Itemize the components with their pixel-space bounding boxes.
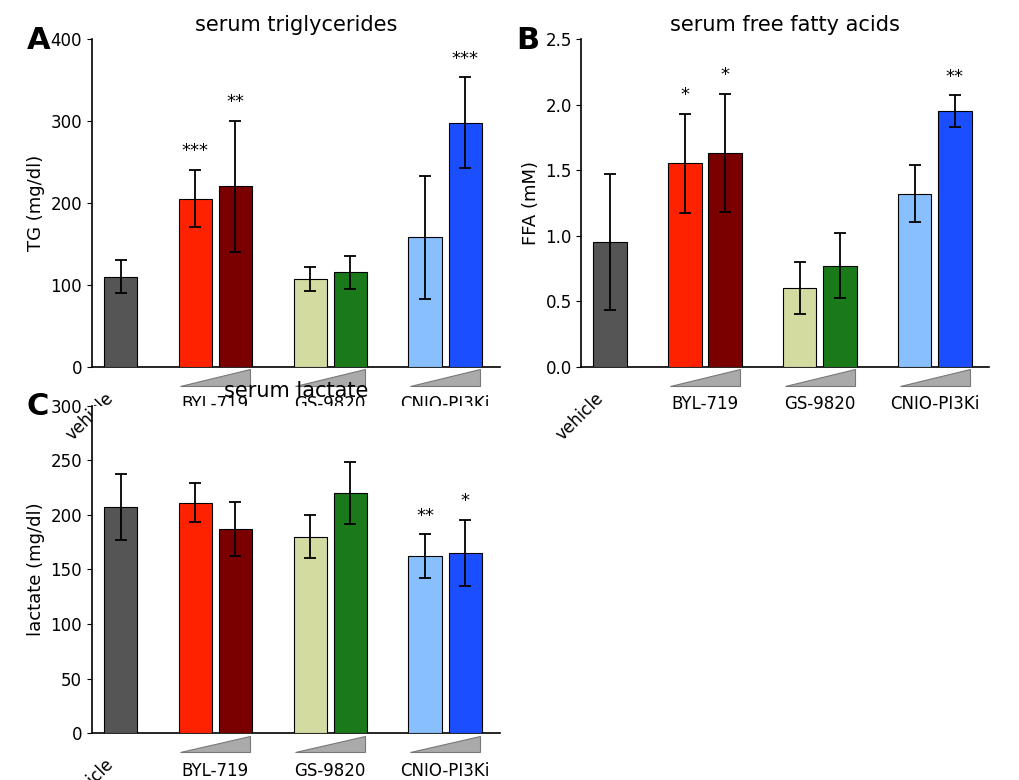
Text: **: ** <box>416 507 434 525</box>
Text: vehicle: vehicle <box>63 389 117 444</box>
Title: serum free fatty acids: serum free fatty acids <box>669 15 900 34</box>
Text: ***: *** <box>451 50 478 68</box>
Bar <box>219 186 252 367</box>
Polygon shape <box>180 369 251 385</box>
Text: CNIO-PI3Ki: CNIO-PI3Ki <box>400 395 489 413</box>
Y-axis label: FFA (mM): FFA (mM) <box>522 161 539 245</box>
Bar <box>104 507 138 733</box>
Bar <box>448 122 482 367</box>
Text: B: B <box>516 26 539 55</box>
Polygon shape <box>669 369 740 385</box>
Bar <box>333 493 367 733</box>
Bar <box>104 277 138 367</box>
Bar <box>293 279 326 367</box>
Title: serum lactate: serum lactate <box>223 381 368 401</box>
Bar <box>448 553 482 733</box>
Text: CNIO-PI3Ki: CNIO-PI3Ki <box>890 395 978 413</box>
Bar <box>293 537 326 733</box>
Bar <box>219 529 252 733</box>
Polygon shape <box>899 369 969 385</box>
Text: CNIO-PI3Ki: CNIO-PI3Ki <box>400 762 489 780</box>
Bar <box>897 193 930 367</box>
Polygon shape <box>294 736 365 752</box>
Bar <box>408 237 441 367</box>
Text: ***: *** <box>181 142 209 160</box>
Bar <box>593 242 627 367</box>
Y-axis label: TG (mg/dl): TG (mg/dl) <box>26 154 45 251</box>
Title: serum triglycerides: serum triglycerides <box>195 15 396 34</box>
Text: BYL-719: BYL-719 <box>671 395 738 413</box>
Y-axis label: lactate (mg/dl): lactate (mg/dl) <box>26 502 45 636</box>
Bar <box>178 199 212 367</box>
Bar <box>783 288 815 367</box>
Polygon shape <box>294 369 365 385</box>
Polygon shape <box>180 736 251 752</box>
Text: A: A <box>26 26 50 55</box>
Bar <box>408 556 441 733</box>
Text: GS-9820: GS-9820 <box>784 395 855 413</box>
Bar <box>178 503 212 733</box>
Text: *: * <box>461 492 470 510</box>
Polygon shape <box>784 369 854 385</box>
Text: **: ** <box>226 93 245 111</box>
Text: BYL-719: BYL-719 <box>181 395 249 413</box>
Bar <box>333 272 367 367</box>
Bar <box>937 111 971 367</box>
Text: *: * <box>680 86 689 104</box>
Text: **: ** <box>945 68 963 86</box>
Text: GS-9820: GS-9820 <box>294 762 366 780</box>
Bar <box>667 164 701 367</box>
Text: GS-9820: GS-9820 <box>294 395 366 413</box>
Text: BYL-719: BYL-719 <box>181 762 249 780</box>
Text: vehicle: vehicle <box>63 756 117 780</box>
Text: vehicle: vehicle <box>552 389 606 444</box>
Bar <box>822 266 856 367</box>
Text: C: C <box>26 392 49 421</box>
Text: *: * <box>719 66 729 84</box>
Polygon shape <box>410 369 480 385</box>
Polygon shape <box>410 736 480 752</box>
Bar <box>708 153 741 367</box>
